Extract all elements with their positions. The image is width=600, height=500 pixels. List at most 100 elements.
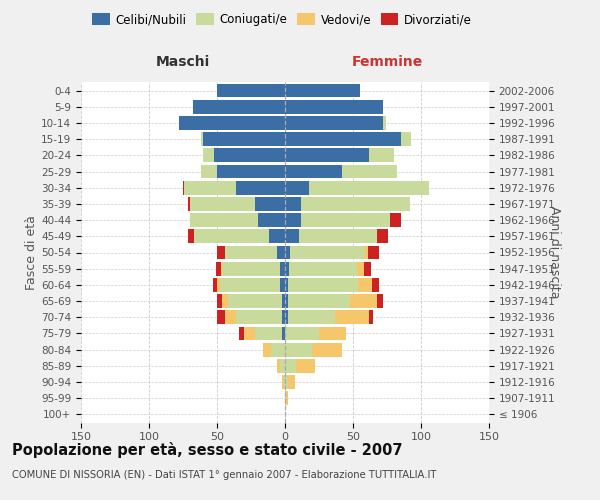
Bar xyxy=(285,164,397,178)
Legend: Celibi/Nubili, Coniugati/e, Vedovi/e, Divorziati/e: Celibi/Nubili, Coniugati/e, Vedovi/e, Di… xyxy=(87,8,477,31)
Bar xyxy=(285,310,288,324)
Bar xyxy=(203,148,285,162)
Bar xyxy=(217,310,285,324)
Bar xyxy=(190,197,285,211)
Bar xyxy=(203,148,285,162)
Bar xyxy=(285,310,373,324)
Bar xyxy=(190,213,285,227)
Bar xyxy=(285,84,360,98)
Bar xyxy=(277,359,285,372)
Bar xyxy=(285,148,370,162)
Bar xyxy=(285,100,383,114)
Bar xyxy=(194,230,285,243)
Bar xyxy=(215,262,285,276)
Bar xyxy=(285,278,358,292)
Bar xyxy=(285,164,397,178)
Bar xyxy=(285,197,410,211)
Bar xyxy=(285,213,301,227)
Bar xyxy=(190,213,285,227)
Bar xyxy=(263,343,285,356)
Bar xyxy=(271,343,285,356)
Bar xyxy=(179,116,285,130)
Bar xyxy=(184,181,285,194)
Bar xyxy=(285,343,342,356)
Bar xyxy=(285,181,429,194)
Bar xyxy=(228,294,285,308)
Bar xyxy=(220,278,285,292)
Bar xyxy=(269,230,285,243)
Bar xyxy=(179,116,285,130)
Bar xyxy=(285,181,429,194)
Bar xyxy=(280,359,285,372)
Bar xyxy=(282,310,285,324)
Bar xyxy=(285,310,370,324)
Bar xyxy=(277,359,285,372)
Bar xyxy=(285,230,388,243)
Bar xyxy=(285,84,360,98)
Bar xyxy=(217,278,285,292)
Bar xyxy=(285,197,410,211)
Bar xyxy=(285,100,383,114)
Bar xyxy=(285,230,377,243)
Bar xyxy=(282,375,285,389)
Bar xyxy=(285,278,372,292)
Bar xyxy=(236,181,285,194)
Text: Maschi: Maschi xyxy=(156,55,210,69)
Bar xyxy=(255,326,285,340)
Bar xyxy=(285,246,365,260)
Bar xyxy=(285,294,350,308)
Text: Popolazione per età, sesso e stato civile - 2007: Popolazione per età, sesso e stato civil… xyxy=(12,442,403,458)
Bar xyxy=(285,100,383,114)
Bar xyxy=(285,359,315,372)
Bar xyxy=(183,181,285,194)
Bar xyxy=(200,164,285,178)
Bar xyxy=(193,100,285,114)
Bar xyxy=(285,213,401,227)
Bar xyxy=(285,375,288,389)
Bar xyxy=(285,197,410,211)
Bar xyxy=(285,359,315,372)
Bar xyxy=(285,392,288,405)
Bar xyxy=(217,84,285,98)
Bar xyxy=(285,294,288,308)
Bar xyxy=(285,310,335,324)
Bar xyxy=(285,392,286,405)
Bar xyxy=(285,326,346,340)
Bar xyxy=(285,100,383,114)
Bar xyxy=(282,326,285,340)
Bar xyxy=(284,375,285,389)
Bar xyxy=(203,148,285,162)
Bar xyxy=(263,343,285,356)
Bar xyxy=(285,148,394,162)
Bar xyxy=(285,392,288,405)
Bar xyxy=(285,164,397,178)
Bar xyxy=(193,100,285,114)
Y-axis label: Fasce di età: Fasce di età xyxy=(25,215,38,290)
Bar xyxy=(239,326,285,340)
Bar xyxy=(282,294,285,308)
Bar xyxy=(285,116,383,130)
Bar xyxy=(203,132,285,146)
Bar xyxy=(285,213,390,227)
Bar xyxy=(217,246,285,260)
Bar xyxy=(285,230,377,243)
Text: COMUNE DI NISSORIA (EN) - Dati ISTAT 1° gennaio 2007 - Elaborazione TUTTITALIA.I: COMUNE DI NISSORIA (EN) - Dati ISTAT 1° … xyxy=(12,470,436,480)
Bar xyxy=(285,375,295,389)
Bar xyxy=(193,100,285,114)
Bar xyxy=(285,84,360,98)
Bar xyxy=(285,116,386,130)
Bar xyxy=(258,213,285,227)
Bar xyxy=(285,262,371,276)
Bar xyxy=(285,213,390,227)
Bar xyxy=(214,148,285,162)
Bar xyxy=(285,326,319,340)
Bar xyxy=(194,230,285,243)
Bar xyxy=(225,310,285,324)
Bar xyxy=(223,294,285,308)
Bar xyxy=(213,278,285,292)
Bar xyxy=(285,132,401,146)
Bar xyxy=(244,326,285,340)
Bar xyxy=(193,100,285,114)
Bar xyxy=(285,246,290,260)
Bar xyxy=(200,132,285,146)
